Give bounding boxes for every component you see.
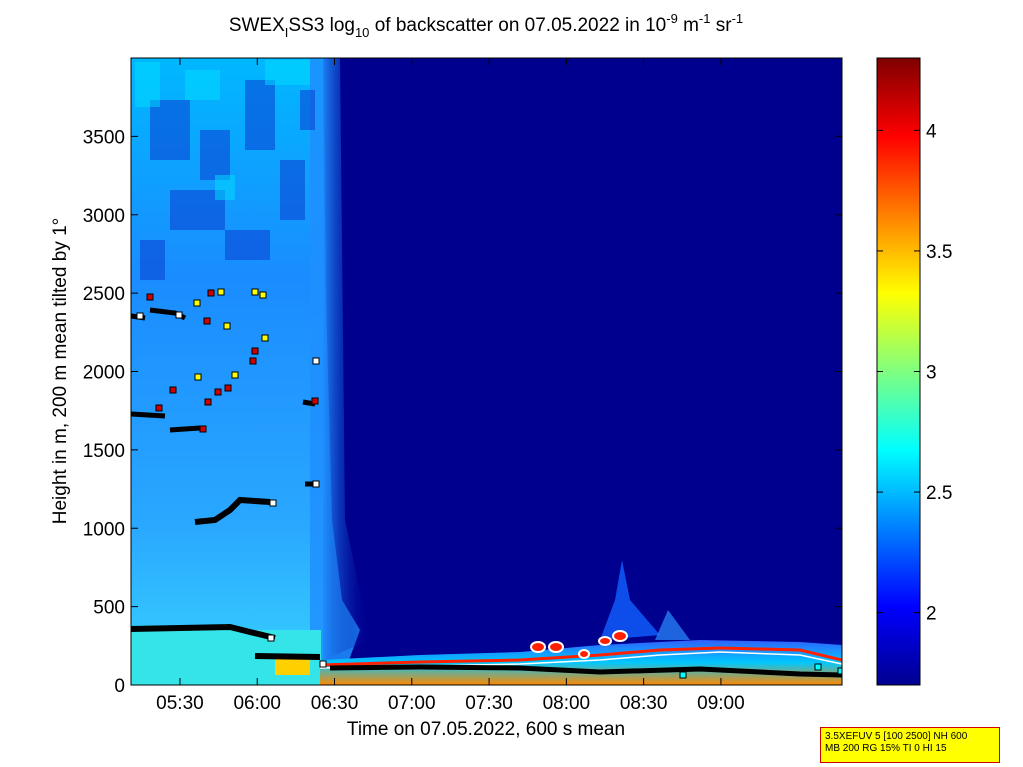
colorbar-tick-label: 2 [926,604,937,625]
plume [600,560,660,640]
colorbar-tick-label: 3 [926,363,937,384]
colorbar-tick-label: 4 [926,121,937,142]
y-tick-label: 1000 [83,519,125,540]
x-axis-label: Time on 07.05.2022, 600 s mean [347,719,625,740]
boundary-layer-right [320,640,842,685]
y-axis-label: Height in m, 200 m mean tilted by 1° [50,218,71,524]
chart-title: SWEXISS3 log10 of backscatter on 07.05.2… [229,11,743,40]
boundary-layer-red-line [319,646,842,667]
y-tick-label: 2000 [83,363,125,384]
colorbar-axis: 2 2.5 3 3.5 4 [877,121,952,625]
colorbar-tick-label: 2.5 [926,483,952,504]
y-tick-label: 0 [114,676,125,697]
aerosol-edge-fade [323,58,370,660]
colorbar-tick-label: 3.5 [926,242,952,263]
info-box-line-2: MB 200 RG 15% TI 0 HI 15 [825,743,947,754]
x-tick-label: 07:30 [465,693,513,714]
layer-markers [131,288,842,679]
x-tick-label: 05:30 [156,693,204,714]
y-axis: 0 500 1000 1500 2000 2500 3000 3500 [83,127,842,697]
y-tick-label: 2500 [83,284,125,305]
y-tick-label: 3000 [83,206,125,227]
y-tick-label: 500 [93,598,125,619]
y-tick-label: 1500 [83,441,125,462]
cloud-blobs [530,630,628,659]
upper-texture [140,80,315,280]
plot-area [131,58,842,685]
x-axis: 05:30 06:00 06:30 07:00 07:30 08:00 08:30 09:00 [156,58,745,714]
x-tick-label: 07:00 [388,693,436,714]
x-tick-label: 08:00 [543,693,591,714]
info-box: 3.5XEFUV 5 [100 2500] NH 600 MB 200 RG 1… [820,727,1000,763]
info-box-line-1: 3.5XEFUV 5 [100 2500] NH 600 [825,731,968,742]
x-tick-label: 09:00 [697,693,745,714]
x-tick-label: 08:30 [620,693,668,714]
x-tick-label: 06:30 [311,693,359,714]
aerosol-edge [310,58,360,685]
warm-patch [275,657,310,675]
y-tick-label: 3500 [83,127,125,148]
upper-bright-texture [135,60,310,200]
x-tick-label: 06:00 [233,693,281,714]
colorbar [876,57,921,686]
plume-right [655,610,690,640]
